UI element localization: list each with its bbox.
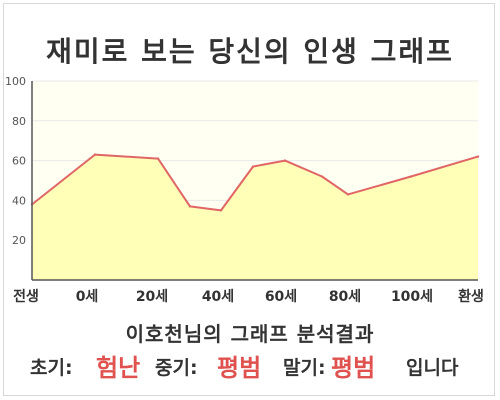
data-point xyxy=(320,175,324,178)
data-point xyxy=(476,155,480,158)
late-value: 평범 xyxy=(331,354,376,382)
mid-label: 중기: xyxy=(155,357,198,379)
x-tick-label: 0세 xyxy=(76,289,99,305)
analysis-result: 초기: 험난 중기: 평범 말기: 평범 입니다 xyxy=(0,346,500,382)
y-tick-label: 20 xyxy=(12,234,26,247)
area-fill xyxy=(32,154,478,280)
data-point xyxy=(156,157,160,160)
late-label: 말기: xyxy=(283,357,326,379)
early-label: 초기: xyxy=(30,357,73,379)
analysis-heading: 이호천님의 그래프 분석결과 xyxy=(125,322,375,346)
y-tick-label: 40 xyxy=(12,194,26,207)
x-tick-label: 60세 xyxy=(265,289,297,305)
data-point xyxy=(409,175,413,178)
data-point xyxy=(188,205,192,208)
y-tick-label: 100 xyxy=(5,75,26,88)
x-tick-label: 전생 xyxy=(13,288,39,305)
x-tick-label: 80세 xyxy=(329,289,361,305)
data-point xyxy=(93,153,97,156)
mid-value: 평범 xyxy=(217,354,262,382)
x-tick-label: 40세 xyxy=(202,289,234,305)
y-tick-label: 60 xyxy=(12,155,26,168)
data-point xyxy=(346,193,350,196)
result-suffix: 입니다 xyxy=(406,357,459,379)
x-tick-label: 환생 xyxy=(458,288,484,305)
data-point xyxy=(283,159,287,162)
data-point xyxy=(251,165,255,168)
page-title: 재미로 보는 당신의 인생 그래프 xyxy=(46,35,454,68)
life-graph-chart: 20 40 60 80 100 전생 0세 20세 40세 60세 80세 100세 환생 xyxy=(5,75,484,305)
data-point xyxy=(219,209,223,212)
x-tick-label: 100세 xyxy=(391,289,433,305)
early-value: 험난 xyxy=(96,354,141,382)
card-frame xyxy=(3,3,495,396)
y-tick-label: 80 xyxy=(12,115,26,128)
x-tick-label: 20세 xyxy=(136,289,168,305)
